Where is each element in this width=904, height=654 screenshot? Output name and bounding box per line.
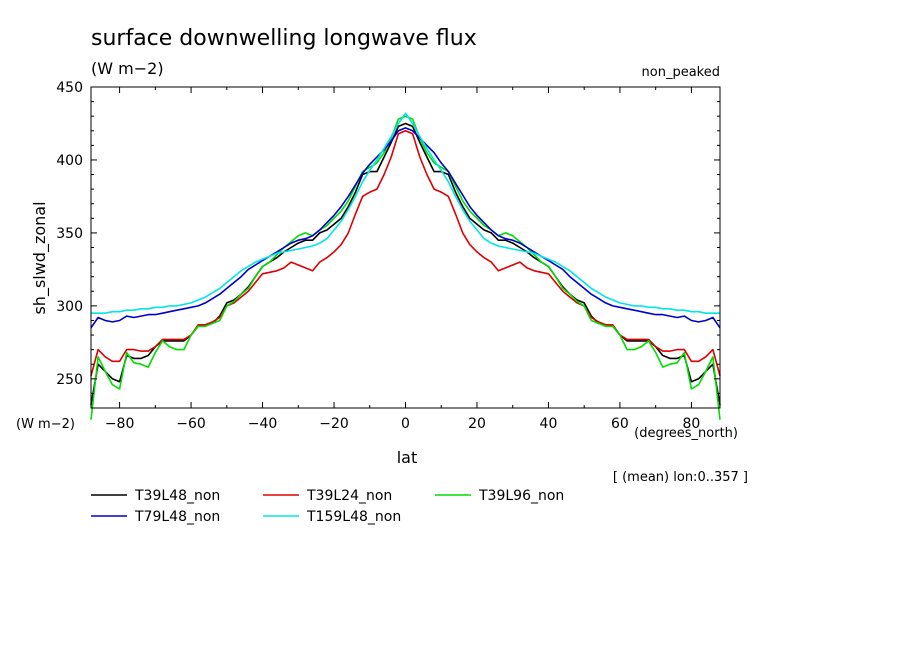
footnote: [ (mean) lon:0..357 ] xyxy=(613,470,748,485)
chart-title: surface downwelling longwave flux xyxy=(91,26,477,51)
legend-label: T79L48_non xyxy=(134,509,220,525)
series-line-T39L96_non xyxy=(90,115,721,420)
plot-frame xyxy=(90,86,721,409)
axis-layer: −80 −60 −40 −20 0 20 40 60 80 250 300 350 400 450 xyxy=(56,80,720,432)
x-axis-label: lat xyxy=(397,448,418,467)
legend: T39L48_non T39L24_non T39L96_non T79L48_non… xyxy=(91,488,564,525)
y-tick-label: 400 xyxy=(56,153,83,169)
x-tick-label: 20 xyxy=(468,416,486,432)
series-line-T39L24_non xyxy=(90,130,721,377)
x-tick-label: 0 xyxy=(401,416,410,432)
x-units-label: (degrees_north) xyxy=(634,426,738,441)
y-units-label: (W m−2) xyxy=(16,417,75,432)
top-right-label: non_peaked xyxy=(642,65,720,80)
y-axis-label: sh_slwd_zonal xyxy=(30,201,50,314)
x-tick-label: 40 xyxy=(540,416,558,432)
x-tick-label: −40 xyxy=(248,416,278,432)
series-line-T79L48_non xyxy=(90,127,721,329)
legend-label: T159L48_non xyxy=(306,509,401,525)
x-tick-label: 80 xyxy=(682,416,700,432)
series-line-T159L48_non xyxy=(91,112,720,315)
y-tick-label: 350 xyxy=(56,226,83,242)
y-tick-label: 250 xyxy=(56,372,83,388)
units-label: (W m−2) xyxy=(91,59,164,78)
series-line-T39L48_non xyxy=(90,122,721,406)
x-tick-label: −80 xyxy=(105,416,135,432)
y-tick-label: 450 xyxy=(56,80,83,96)
legend-label: T39L24_non xyxy=(306,488,392,504)
x-tick-label: 60 xyxy=(611,416,629,432)
y-tick-label: 300 xyxy=(56,299,83,315)
series-layer xyxy=(90,112,721,420)
legend-label: T39L48_non xyxy=(134,488,220,504)
x-tick-label: −20 xyxy=(319,416,349,432)
x-tick-label: −60 xyxy=(176,416,206,432)
legend-label: T39L96_non xyxy=(478,488,564,504)
